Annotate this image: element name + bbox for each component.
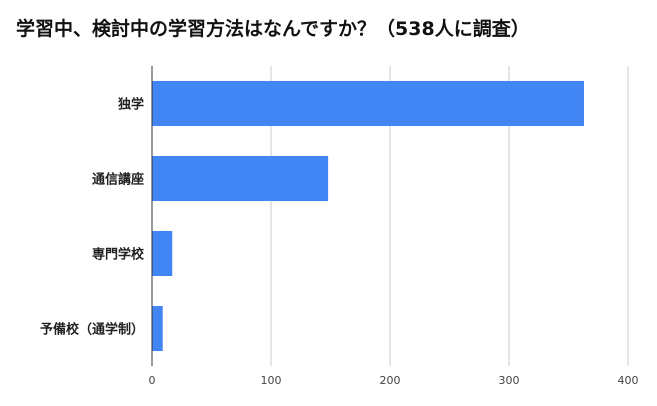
x-tick-label-0: 0 — [149, 374, 156, 387]
category-label-3: 予備校（通学制） — [40, 322, 144, 338]
category-label-2: 専門学校 — [92, 247, 145, 263]
x-tick-label-1: 100 — [261, 374, 282, 387]
category-label-1: 通信講座 — [92, 172, 144, 188]
bars — [152, 81, 584, 351]
x-tick-label-4: 400 — [618, 374, 639, 387]
category-label-0: 独学 — [118, 97, 144, 113]
bar-0 — [152, 81, 584, 126]
x-tick-label-3: 300 — [499, 374, 520, 387]
bar-3 — [152, 306, 163, 351]
bar-2 — [152, 231, 173, 276]
bar-1 — [152, 156, 329, 201]
chart-title: 学習中、検討中の学習方法はなんですか？（538人に調査） — [16, 18, 530, 40]
x-tick-label-2: 200 — [380, 374, 401, 387]
